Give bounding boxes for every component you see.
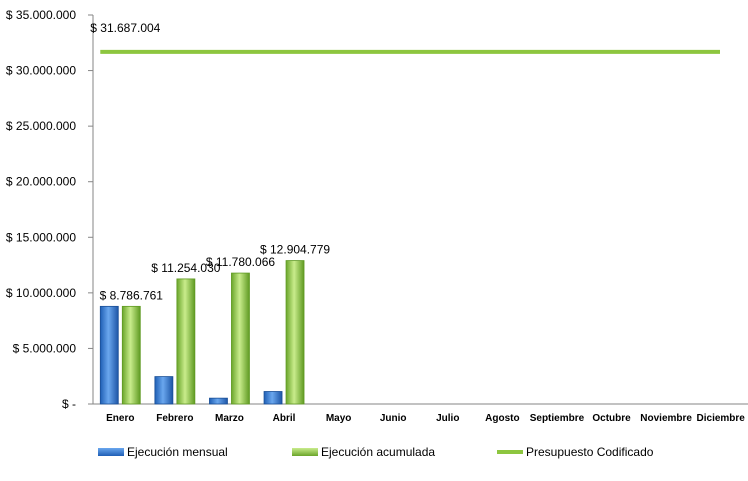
y-tick-label: $ 25.000.000	[6, 119, 76, 133]
data-labels: $ 8.786.761 $ 11.254.030$ 11.780.066$ 12.…	[90, 21, 330, 303]
data-label-presupuesto: $ 31.687.004	[90, 21, 160, 35]
data-label-acumulada: $ 8.786.761	[100, 288, 164, 302]
legend-label-acumulada: Ejecución acumulada	[321, 445, 436, 459]
legend-swatch-acumulada	[292, 448, 318, 456]
x-tick-label: Abril	[273, 413, 296, 424]
x-tick-label: Julio	[436, 413, 459, 424]
bar-mensual	[99, 305, 119, 405]
y-tick-label: $ -	[62, 397, 76, 411]
legend-swatch-presupuesto	[497, 450, 523, 454]
data-label-acumulada: $ 11.780.066	[206, 255, 276, 269]
legend-item-mensual: Ejecución mensual	[98, 445, 228, 459]
y-tick-label: $ 35.000.000	[6, 8, 76, 22]
legend: Ejecución mensual Ejecución acumulada Pr…	[0, 445, 748, 463]
bar-acumulada	[121, 305, 141, 405]
legend-item-presupuesto: Presupuesto Codificado	[497, 445, 653, 459]
legend-label-mensual: Ejecución mensual	[127, 445, 228, 459]
y-tick-label: $ 5.000.000	[13, 341, 77, 355]
y-tick-label: $ 15.000.000	[6, 230, 76, 244]
x-tick-label: Mayo	[326, 413, 352, 424]
data-label-acumulada: $ 11.254.030	[151, 261, 221, 275]
x-tick-label: Marzo	[215, 413, 244, 424]
axes	[88, 14, 748, 405]
category-labels: Enero Febrero Marzo Abril Mayo Junio Julio Agos…	[106, 413, 745, 424]
legend-item-acumulada: Ejecución acumulada	[292, 445, 435, 459]
bar-acumulada	[176, 278, 196, 405]
y-tick-label: $ 30.000.000	[6, 64, 76, 78]
x-tick-label: Septiembre	[530, 413, 585, 424]
x-tick-label: Diciembre	[697, 413, 746, 424]
y-tick-label: $ 10.000.000	[6, 286, 76, 300]
y-tick-label: $ 20.000.000	[6, 175, 76, 189]
bar-acumulada	[231, 272, 250, 405]
y-tick-labels: $ - $ 5.000.000 $ 10.000.000 $ 15.000.000 $ …	[6, 8, 76, 411]
bars	[99, 260, 305, 405]
x-tick-label: Junio	[380, 413, 407, 424]
legend-swatch-mensual	[98, 448, 124, 456]
legend-label-presupuesto: Presupuesto Codificado	[526, 445, 654, 459]
data-label-acumulada: $ 12.904.779	[260, 243, 330, 257]
bar-mensual	[209, 397, 228, 405]
x-tick-label: Agosto	[485, 413, 519, 424]
bar-acumulada	[285, 260, 305, 405]
bar-mensual	[154, 376, 174, 405]
x-tick-label: Noviembre	[640, 413, 692, 424]
x-tick-label: Febrero	[156, 413, 193, 424]
bar-mensual	[263, 391, 283, 405]
x-tick-label: Enero	[106, 413, 134, 424]
x-tick-label: Octubre	[592, 413, 631, 424]
